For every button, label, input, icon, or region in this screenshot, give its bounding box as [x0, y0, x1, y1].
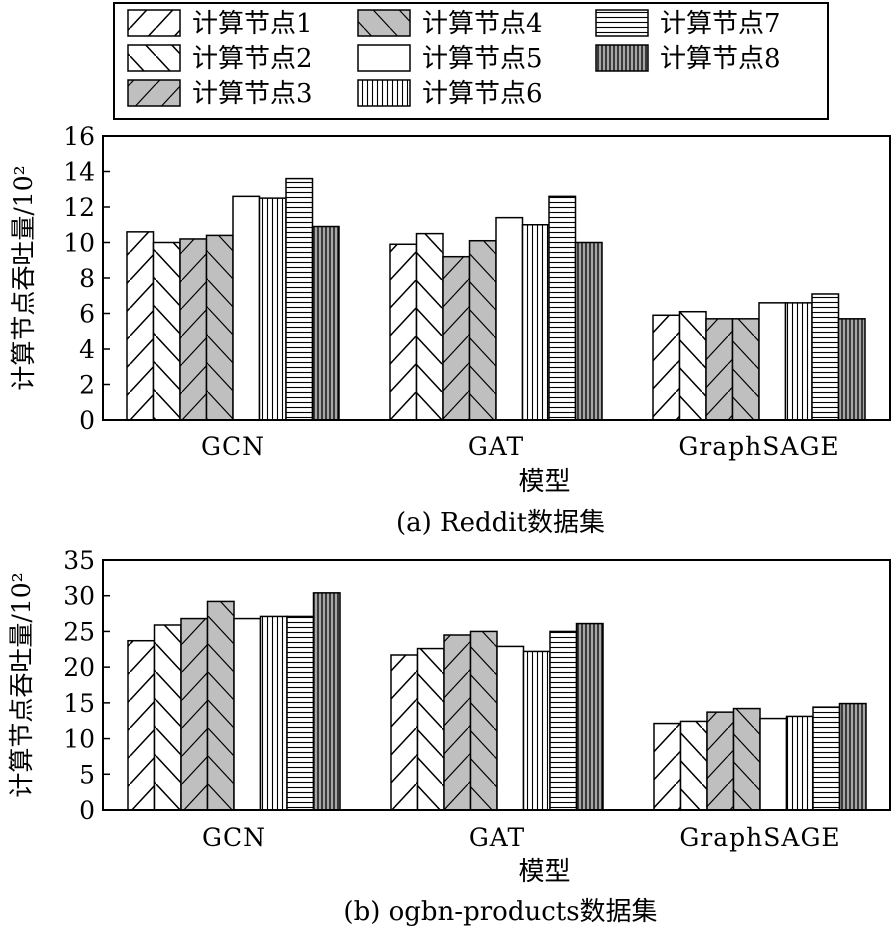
bar-gat-node2 — [415, 232, 444, 421]
y-tick-label: 8 — [79, 264, 95, 293]
bar-graphsage-node3 — [705, 318, 734, 421]
bar-graphsage-node7 — [811, 293, 840, 421]
bar-gcn-node7 — [286, 615, 315, 811]
bar-gcn-node6 — [259, 615, 288, 811]
bar-gat-node2 — [416, 647, 445, 811]
legend-swatch-3 — [127, 79, 181, 107]
bar-gat-node3 — [442, 255, 471, 421]
y-tick-label: 10 — [63, 725, 95, 754]
bar-gcn-node1 — [126, 231, 155, 421]
bar-gcn-node8 — [311, 225, 340, 421]
y-axis-label: 计算节点吞吐量/10² — [9, 165, 38, 390]
chart-caption: (a) Reddit数据集 — [396, 508, 605, 538]
bar-graphsage-node1 — [652, 314, 681, 421]
bar-gcn-node2 — [153, 624, 182, 811]
bar-graphsage-node6 — [785, 715, 814, 811]
legend-swatch-6 — [357, 79, 411, 107]
bar-gcn-node2 — [152, 241, 181, 421]
bar-gcn-node6 — [258, 197, 287, 421]
y-tick-label: 35 — [63, 546, 95, 575]
y-axis-label: 计算节点吞吐量/10² — [7, 572, 36, 797]
bar-gat-node8 — [574, 241, 603, 421]
bar-gat-node5 — [495, 216, 524, 421]
bar-gcn-node3 — [180, 617, 209, 811]
bar-gat-node8 — [575, 622, 604, 811]
legend-frame — [113, 2, 829, 120]
bar-graphsage-node4 — [732, 707, 761, 811]
y-tick-label: 0 — [79, 406, 95, 435]
x-category-label: GAT — [469, 823, 525, 852]
legend-swatch-7 — [595, 9, 649, 37]
bar-graphsage-node8 — [838, 702, 867, 811]
legend-swatch-1 — [127, 9, 181, 37]
y-tick-label: 16 — [63, 122, 95, 151]
bar-gcn-node8 — [312, 592, 341, 811]
legend-label-1: 计算节点1 — [192, 9, 313, 39]
legend-swatch-8 — [595, 44, 649, 72]
legend-label-4: 计算节点4 — [422, 9, 543, 39]
y-tick-label: 4 — [79, 335, 95, 364]
bar-gat-node6 — [522, 650, 551, 811]
y-tick-label: 20 — [63, 653, 95, 682]
bar-graphsage-node3 — [706, 711, 735, 811]
bar-gcn-node5 — [232, 195, 261, 421]
bar-gcn-node4 — [206, 600, 235, 811]
x-category-label: GraphSAGE — [679, 823, 840, 852]
y-tick-label: 12 — [63, 193, 95, 222]
bar-gat-node5 — [496, 645, 525, 811]
bar-gcn-node1 — [127, 639, 156, 811]
bar-graphsage-node4 — [731, 318, 760, 421]
y-tick-label: 25 — [63, 617, 95, 646]
plot-frame — [102, 559, 891, 811]
y-tick-label: 30 — [63, 582, 95, 611]
legend-swatch-4 — [357, 9, 411, 37]
y-tick-label: 2 — [79, 371, 95, 400]
chart-reddit: 0 2 4 6 8 10 12 14 16 GCN GAT GraphSAGE 模型 (a) Reddit… — [9, 122, 891, 538]
y-tick-label: 6 — [79, 300, 95, 329]
legend-label-5: 计算节点5 — [422, 44, 543, 74]
x-category-label: GraphSAGE — [678, 432, 839, 461]
chart-ogbn-products: 0 5 10 15 20 25 30 35 GCN GAT GraphSAGE 模型 (b) ogbn-… — [7, 546, 891, 927]
legend-label-2: 计算节点2 — [192, 44, 313, 74]
bar-gat-node7 — [548, 195, 577, 421]
x-axis-label: 模型 — [518, 857, 570, 887]
bar-gat-node6 — [521, 224, 550, 421]
legend-label-8: 计算节点8 — [660, 44, 781, 74]
legend: 计算节点1 计算节点2 计算节点3 计算节点4 计算节点5 计算节点6 计算节点7 计算节点8 — [113, 2, 829, 120]
legend-swatch-2 — [127, 44, 181, 72]
bar-gat-node3 — [443, 634, 472, 811]
legend-label-7: 计算节点7 — [660, 9, 781, 39]
bar-graphsage-node7 — [812, 706, 841, 811]
bar-gcn-node3 — [179, 238, 208, 421]
bar-gat-node4 — [468, 239, 497, 421]
y-tick-label: 0 — [79, 796, 95, 825]
bar-gcn-node5 — [233, 617, 262, 811]
legend-swatch-5 — [357, 44, 411, 72]
x-category-label: GCN — [202, 823, 266, 852]
bar-gat-node7 — [549, 630, 578, 811]
x-axis-label: 模型 — [518, 467, 570, 497]
x-category-label: GAT — [468, 432, 524, 461]
bar-graphsage-node1 — [653, 722, 682, 811]
bar-gcn-node7 — [285, 177, 314, 421]
bar-gcn-node4 — [205, 234, 234, 421]
y-tick-label: 5 — [79, 760, 95, 789]
legend-label-3: 计算节点3 — [192, 79, 313, 109]
bar-graphsage-node2 — [679, 720, 708, 811]
y-tick-label: 10 — [63, 229, 95, 258]
bar-graphsage-node6 — [784, 302, 813, 421]
bar-graphsage-node2 — [678, 310, 707, 421]
bar-graphsage-node5 — [758, 302, 787, 421]
bar-gat-node4 — [469, 630, 498, 811]
bar-gat-node1 — [389, 243, 418, 421]
y-tick-label: 15 — [63, 689, 95, 718]
chart-caption: (b) ogbn-products数据集 — [343, 897, 657, 927]
bar-gat-node1 — [390, 654, 419, 811]
x-category-label: GCN — [201, 432, 265, 461]
y-tick-label: 14 — [63, 158, 95, 187]
bar-graphsage-node8 — [837, 318, 866, 421]
bar-graphsage-node5 — [759, 717, 788, 811]
legend-label-6: 计算节点6 — [422, 79, 543, 109]
